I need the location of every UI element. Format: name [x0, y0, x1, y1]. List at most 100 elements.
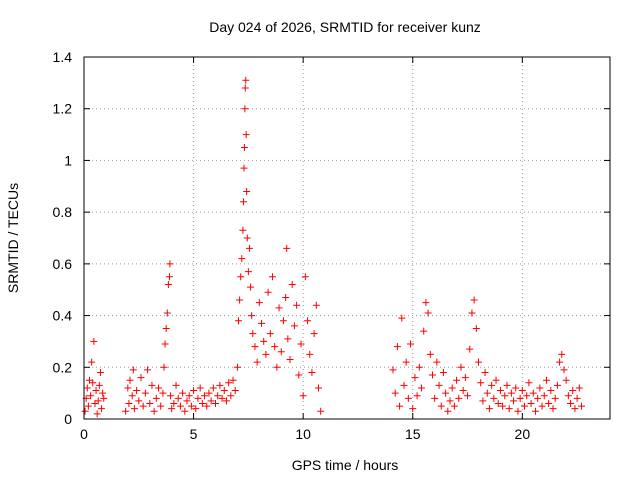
data-point — [124, 384, 132, 392]
data-point — [470, 296, 478, 304]
data-point — [457, 363, 465, 371]
data-point — [262, 350, 270, 358]
data-point — [453, 376, 461, 384]
x-tick-label: 5 — [190, 426, 198, 442]
data-point — [236, 296, 244, 304]
data-point — [315, 384, 323, 392]
data-point — [100, 394, 108, 402]
data-point — [139, 402, 147, 410]
x-tick-label: 10 — [295, 426, 311, 442]
data-point — [81, 407, 89, 415]
data-point — [245, 244, 253, 252]
data-point — [310, 330, 318, 338]
data-point — [536, 384, 544, 392]
data-point — [442, 389, 450, 397]
data-point — [160, 363, 168, 371]
data-point — [283, 244, 291, 252]
data-point — [402, 358, 410, 366]
data-point — [243, 187, 251, 195]
data-point — [510, 397, 518, 405]
data-point — [288, 281, 296, 289]
y-tick-label: 0.2 — [53, 359, 73, 375]
data-point — [163, 309, 171, 317]
x-tick-label: 15 — [405, 426, 421, 442]
data-point — [90, 337, 98, 345]
data-point — [282, 293, 290, 301]
y-tick-label: 0 — [64, 411, 72, 427]
data-point — [404, 394, 412, 402]
data-point — [516, 394, 524, 402]
data-point — [174, 394, 182, 402]
data-point — [240, 198, 248, 206]
data-point — [420, 327, 428, 335]
data-point — [426, 350, 434, 358]
data-point — [531, 407, 539, 415]
data-point — [275, 304, 283, 312]
data-point — [512, 384, 520, 392]
data-point — [439, 368, 447, 376]
data-point — [268, 273, 276, 281]
data-point — [167, 392, 175, 400]
data-point — [475, 358, 482, 366]
data-point — [547, 387, 555, 395]
data-point — [545, 399, 553, 407]
data-point — [562, 376, 570, 384]
data-point — [551, 394, 559, 402]
data-point — [564, 392, 572, 400]
data-point — [83, 384, 91, 392]
data-point — [308, 368, 316, 376]
data-point — [95, 381, 103, 389]
data-point — [214, 392, 222, 400]
data-point — [122, 407, 130, 415]
x-tick-label: 20 — [515, 426, 531, 442]
data-point — [549, 405, 557, 413]
data-point — [247, 283, 255, 291]
data-point — [389, 366, 397, 374]
data-point — [129, 366, 137, 374]
data-point — [501, 392, 509, 400]
data-point — [159, 389, 167, 397]
data-point — [237, 273, 245, 281]
data-point — [483, 389, 491, 397]
data-point — [560, 366, 568, 374]
data-point — [312, 301, 320, 309]
data-point — [435, 381, 443, 389]
data-point — [396, 402, 404, 410]
data-point — [490, 394, 498, 402]
data-point — [477, 379, 485, 387]
data-point — [241, 105, 249, 113]
y-tick-label: 0.8 — [53, 204, 73, 220]
data-point — [505, 405, 513, 413]
data-point — [157, 402, 165, 410]
data-point — [496, 387, 504, 395]
data-point — [284, 335, 292, 343]
data-point — [196, 384, 204, 392]
data-point — [295, 371, 303, 379]
x-axis-label: GPS time / hours — [292, 457, 399, 473]
data-point — [203, 402, 211, 410]
data-point — [400, 381, 408, 389]
data-point — [244, 268, 252, 276]
chart-title: Day 024 of 2026, SRMTID for receiver kun… — [209, 19, 481, 35]
data-point — [255, 299, 263, 307]
data-point — [481, 368, 489, 376]
data-point — [542, 376, 550, 384]
data-point — [413, 392, 421, 400]
data-point — [233, 363, 241, 371]
data-point — [152, 394, 160, 402]
data-point — [84, 402, 92, 410]
data-point — [207, 397, 215, 405]
data-point — [271, 343, 279, 351]
data-point — [556, 358, 564, 366]
data-point — [567, 399, 575, 407]
data-point — [464, 392, 472, 400]
y-tick-label: 0.6 — [53, 256, 73, 272]
data-point — [161, 340, 169, 348]
data-point — [170, 399, 178, 407]
data-point — [507, 389, 515, 397]
data-point — [431, 394, 439, 402]
data-point — [201, 392, 209, 400]
data-point — [273, 363, 281, 371]
data-point — [450, 402, 458, 410]
